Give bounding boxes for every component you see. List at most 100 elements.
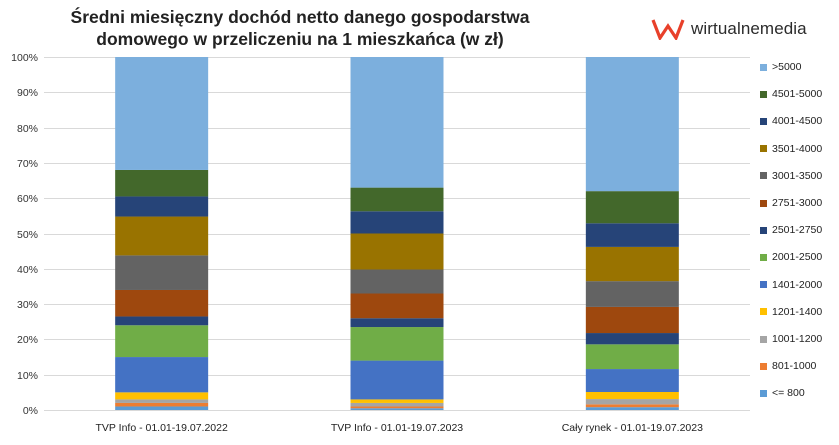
bar-segment: [115, 325, 209, 358]
bar-segment: [585, 407, 679, 410]
y-tick-label: 90%: [17, 87, 38, 99]
legend-item: 1001-1200: [760, 332, 822, 346]
legend-swatch: [760, 117, 767, 125]
bar-segment: [115, 392, 209, 400]
bar-segment: [350, 406, 444, 409]
bar-segment: [350, 399, 444, 403]
legend-label: 2501-2750: [772, 224, 823, 237]
legend-label: 1201-1400: [772, 305, 823, 318]
bar-segment: [350, 408, 444, 410]
bar-segment: [350, 293, 444, 319]
legend-item: 4501-5000: [760, 87, 822, 101]
legend-item: 3501-4000: [760, 142, 822, 156]
bar-segment: [115, 169, 209, 197]
legend-label: <= 800: [772, 387, 805, 400]
legend-swatch: [760, 226, 767, 234]
legend-item: 801-1000: [760, 359, 816, 373]
bar-segment: [115, 57, 209, 170]
bar-segment: [115, 399, 209, 403]
legend-item: 2001-2500: [760, 250, 822, 264]
legend-swatch: [760, 253, 767, 261]
legend-swatch: [760, 362, 767, 370]
bar-segment: [350, 318, 444, 328]
legend-label: 4001-4500: [772, 115, 823, 128]
brand-name: wirtualnemedia: [691, 19, 807, 38]
bar-segment: [115, 196, 209, 217]
bar-segment: [350, 187, 444, 212]
bar-segment: [585, 399, 679, 405]
y-tick-label: 30%: [17, 299, 38, 311]
legend-label: 2001-2500: [772, 251, 823, 264]
bar-segment: [350, 211, 444, 234]
chart-title-line-1: Średni miesięczny dochód netto danego go…: [70, 7, 530, 27]
legend-swatch: [760, 199, 767, 207]
bar-segment: [585, 391, 679, 400]
legend-swatch: [760, 308, 767, 316]
legend-label: >5000: [772, 61, 802, 73]
bar-segment: [585, 191, 679, 224]
bar-segment: [585, 306, 679, 334]
bar-segment: [350, 233, 444, 270]
bar-segment: [115, 402, 209, 407]
legend-label: 2751-3000: [772, 197, 823, 209]
chart-title: Średni miesięczny dochód netto danego go…: [40, 6, 560, 50]
bar-segment: [115, 316, 209, 326]
legend-item: <= 800: [760, 386, 805, 400]
y-tick-label: 80%: [17, 123, 38, 135]
bar-segment: [585, 281, 679, 307]
x-category-label: TVP Info - 01.01-19.07.2022: [96, 422, 228, 434]
legend-item: >5000: [760, 60, 802, 74]
legend-swatch: [760, 63, 767, 71]
bar-segment: [350, 269, 444, 294]
bar-segment: [115, 216, 209, 256]
bar-segment: [585, 369, 679, 392]
legend-swatch: [760, 281, 767, 289]
y-tick-label: 20%: [17, 334, 38, 346]
y-axis-ticks: 0% 10% 20% 30% 40% 50% 60% 70% 80% 90% 100%: [11, 52, 38, 417]
bar-segment: [585, 223, 679, 247]
bar-segment: [115, 289, 209, 317]
legend-label: 3001-3500: [772, 169, 823, 182]
chart-title-line-2: domowego w przeliczeniu na 1 mieszkańca …: [96, 29, 504, 49]
legend-label: 4501-5000: [772, 88, 823, 101]
legend-label: 1001-1200: [772, 333, 823, 345]
bar-segment: [115, 255, 209, 290]
bar-segment: [585, 246, 679, 282]
legend-swatch: [760, 389, 767, 397]
legend-item: 2501-2750: [760, 223, 822, 237]
legend-label: 1401-2000: [772, 278, 823, 291]
bar-segment: [585, 333, 679, 345]
x-category-label: TVP Info - 01.01-19.07.2023: [331, 422, 463, 434]
legend-label: 3501-4000: [772, 142, 823, 155]
y-tick-label: 0%: [23, 405, 38, 417]
bar-segment: [350, 360, 444, 400]
x-axis-labels: TVP Info - 01.01-19.07.2022 TVP Info - 01…: [96, 422, 704, 434]
bar-segment: [350, 402, 444, 407]
legend-swatch: [760, 145, 767, 153]
legend-item: 2751-3000: [760, 196, 822, 210]
bar-segment: [585, 344, 679, 370]
brand-logo: wirtualnemedia: [651, 17, 807, 41]
bar-segment: [585, 404, 679, 408]
y-tick-label: 10%: [17, 370, 38, 382]
y-tick-label: 50%: [17, 229, 38, 241]
legend-label: 801-1000: [772, 360, 817, 373]
bar-segment: [350, 327, 444, 361]
x-category-label: Cały rynek - 01.01-19.07.2023: [562, 422, 703, 434]
legend-item: 3001-3500: [760, 169, 822, 183]
bar-segment: [115, 357, 209, 393]
y-tick-label: 60%: [17, 193, 38, 205]
bar-segment: [585, 57, 679, 192]
bar-segment: [350, 57, 444, 188]
brand-logo-icon: [651, 19, 685, 40]
legend-swatch: [760, 172, 767, 180]
y-tick-label: 40%: [17, 264, 38, 276]
legend-item: 1201-1400: [760, 305, 822, 319]
legend-swatch: [760, 90, 767, 98]
bars: [115, 57, 679, 410]
y-tick-label: 100%: [11, 52, 38, 64]
legend-item: 1401-2000: [760, 278, 822, 292]
y-tick-label: 70%: [17, 158, 38, 170]
bar-segment: [115, 406, 209, 410]
